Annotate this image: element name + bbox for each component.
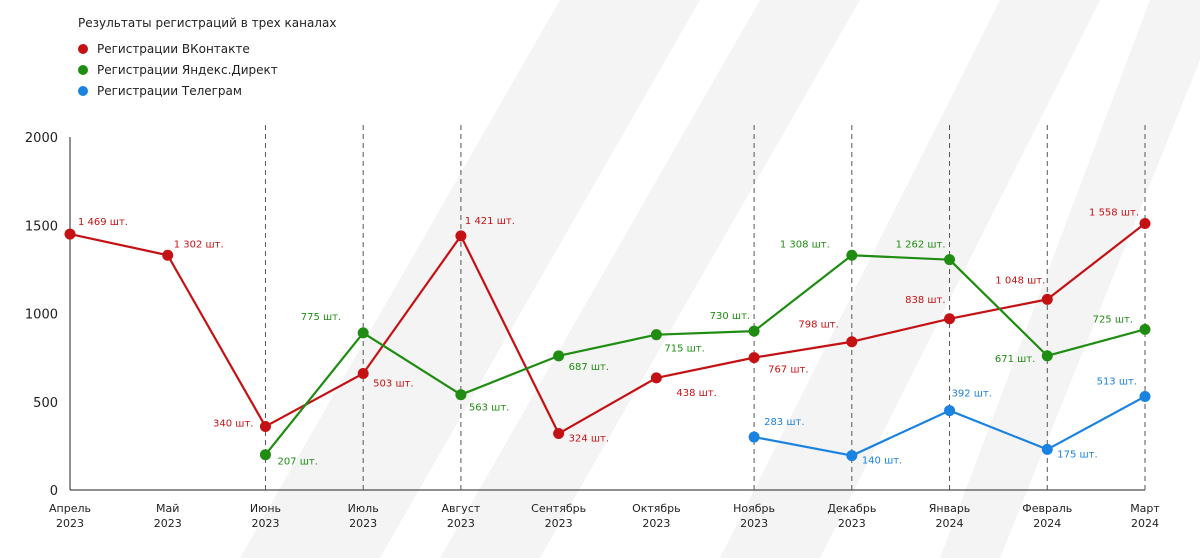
x-tick-label-year: 2024: [1131, 517, 1159, 530]
data-label: 687 шт.: [569, 362, 609, 373]
x-tick-label-year: 2024: [936, 517, 964, 530]
data-label: 715 шт.: [664, 344, 704, 355]
data-label: 340 шт.: [213, 418, 253, 429]
data-point: [259, 420, 271, 432]
legend-item-vkontakte: Регистрации ВКонтакте: [78, 38, 336, 59]
data-point: [748, 352, 760, 364]
data-label: 563 шт.: [469, 403, 509, 414]
data-point: [1041, 293, 1053, 305]
x-tick-label-year: 2023: [545, 517, 573, 530]
data-label: 775 шт.: [301, 312, 341, 323]
data-label: 438 шт.: [676, 388, 716, 399]
data-point: [650, 329, 662, 341]
data-label: 513 шт.: [1097, 376, 1137, 387]
data-point: [553, 428, 565, 440]
data-point: [1041, 443, 1053, 455]
data-point: [846, 336, 858, 348]
series-line-0: [69, 222, 1146, 435]
data-point: [944, 313, 956, 325]
legend-label-vkontakte: Регистрации ВКонтакте: [97, 41, 250, 56]
data-point: [357, 368, 369, 380]
data-label: 207 шт.: [277, 457, 317, 468]
legend-marker-vkontakte: [78, 43, 88, 54]
data-point: [1139, 390, 1151, 402]
x-tick-label-month: Январь: [929, 502, 971, 515]
data-point: [162, 249, 174, 261]
data-point: [553, 350, 565, 362]
data-label: 503 шт.: [373, 379, 413, 390]
y-tick-label: 1000: [25, 308, 58, 323]
data-label: 324 шт.: [569, 434, 609, 445]
x-tick-label-month: Август: [442, 502, 481, 515]
x-tick-label-year: 2023: [349, 517, 377, 530]
x-tick-label-month: Сентябрь: [531, 502, 586, 515]
data-point: [846, 249, 858, 261]
data-point: [1041, 350, 1053, 362]
data-label: 1 421 шт.: [465, 216, 515, 227]
data-label: 392 шт.: [952, 389, 992, 400]
legend-item-yandex-direct: Регистрации Яндекс.Директ: [78, 59, 336, 80]
x-tick-label-year: 2023: [56, 517, 84, 530]
legend-label-yandex-direct: Регистрации Яндекс.Директ: [97, 62, 278, 77]
data-point: [455, 230, 467, 242]
data-label: 838 шт.: [905, 295, 945, 306]
legend-label-telegram: Регистрации Телеграм: [97, 83, 242, 98]
x-tick-label-year: 2023: [251, 517, 279, 530]
data-point: [455, 389, 467, 401]
legend-marker-yandex-direct: [78, 64, 88, 75]
data-label: 1 302 шт.: [174, 239, 224, 250]
data-label: 671 шт.: [995, 354, 1035, 365]
data-point: [650, 372, 662, 384]
data-point: [259, 449, 271, 461]
data-label: 798 шт.: [798, 320, 838, 331]
x-tick-label-month: Май: [156, 502, 179, 515]
y-tick-label: 0: [50, 484, 58, 499]
y-tick-label: 2000: [25, 131, 58, 146]
data-point: [846, 450, 858, 462]
x-tick-label-month: Октябрь: [632, 502, 681, 515]
x-tick-label-month: Февраль: [1022, 502, 1072, 515]
data-point: [64, 228, 76, 240]
data-point: [944, 254, 956, 266]
data-label: 1 308 шт.: [780, 239, 830, 250]
x-tick-label-month: Апрель: [49, 502, 91, 515]
data-label: 1 048 шт.: [995, 275, 1045, 286]
data-point: [748, 325, 760, 337]
x-tick-label-month: Ноябрь: [733, 502, 775, 515]
data-point: [944, 405, 956, 417]
x-tick-label-month: Март: [1130, 502, 1160, 515]
x-tick-label-month: Декабрь: [827, 502, 876, 515]
data-label: 767 шт.: [768, 365, 808, 376]
data-label: 1 558 шт.: [1089, 207, 1139, 218]
x-tick-label-month: Июнь: [250, 502, 281, 515]
data-label: 283 шт.: [764, 417, 804, 428]
chart-legend: Результаты регистраций в трех каналах Ре…: [78, 16, 336, 101]
data-label: 175 шт.: [1057, 449, 1097, 460]
x-tick-label-year: 2023: [447, 517, 475, 530]
x-tick-label-year: 2024: [1033, 517, 1061, 530]
data-point: [1139, 323, 1151, 335]
series-line-1: [264, 254, 1146, 456]
x-tick-label-year: 2023: [740, 517, 768, 530]
data-label: 730 шт.: [710, 311, 750, 322]
y-tick-label: 500: [33, 396, 58, 411]
y-tick-label: 1500: [25, 219, 58, 234]
x-tick-label-year: 2023: [154, 517, 182, 530]
legend-item-telegram: Регистрации Телеграм: [78, 80, 336, 101]
data-point: [1139, 217, 1151, 229]
data-label: 140 шт.: [862, 456, 902, 467]
data-label: 725 шт.: [1093, 314, 1133, 325]
data-point: [748, 431, 760, 443]
data-label: 1 262 шт.: [896, 240, 946, 251]
data-label: 1 469 шт.: [78, 217, 128, 228]
x-tick-label-month: Июль: [348, 502, 379, 515]
legend-marker-telegram: [78, 85, 88, 96]
data-point: [357, 327, 369, 339]
x-tick-label-year: 2023: [642, 517, 670, 530]
x-tick-label-year: 2023: [838, 517, 866, 530]
chart-title: Результаты регистраций в трех каналах: [78, 16, 337, 30]
